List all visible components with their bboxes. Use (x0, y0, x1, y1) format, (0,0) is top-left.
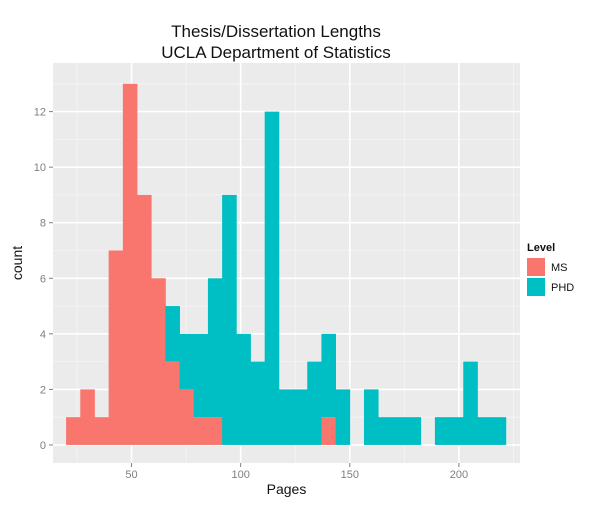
legend-key-ms (527, 258, 545, 276)
bar-ms (80, 389, 95, 445)
x-tick-label: 100 (231, 469, 249, 481)
y-tick-label: 10 (34, 162, 46, 174)
bar-phd (363, 389, 379, 445)
bar-ms (165, 361, 180, 445)
bar-phd (307, 361, 322, 445)
bar-ms (137, 194, 152, 445)
bar-phd (293, 389, 308, 445)
bar-ms (108, 250, 124, 445)
bar-phd (165, 306, 180, 362)
y-tick-label: 2 (40, 384, 46, 396)
y-tick-label: 0 (40, 440, 46, 452)
x-tick-label: 150 (341, 469, 359, 481)
bar-phd (236, 333, 251, 445)
legend: Level MS PHD (527, 242, 574, 296)
y-tick-label: 12 (34, 107, 46, 119)
legend-key-phd (527, 278, 545, 296)
bar-ms (321, 417, 337, 445)
x-axis: 50 100 150 200 (125, 463, 468, 481)
bar-phd (222, 194, 237, 445)
x-axis-label: Pages (267, 481, 307, 497)
histogram-bars (66, 83, 507, 445)
bar-phd (321, 333, 337, 418)
bar-phd (264, 111, 280, 445)
y-tick-label: 4 (40, 329, 46, 341)
chart-title-line-1: Thesis/Dissertation Lengths (171, 22, 381, 41)
bar-phd (179, 333, 195, 390)
bar-phd (477, 417, 493, 445)
legend-label-ms: MS (551, 262, 568, 274)
bar-ms (207, 417, 223, 445)
bar-phd (207, 278, 223, 418)
bar-ms (94, 417, 110, 445)
bar-phd (406, 417, 422, 445)
bar-phd (392, 417, 407, 445)
y-axis: 0 2 4 6 8 10 12 (34, 107, 53, 452)
x-tick-label: 200 (450, 469, 468, 481)
bar-phd (434, 417, 450, 445)
y-axis-label: count (9, 246, 25, 280)
bar-phd (335, 389, 351, 445)
bar-phd (491, 417, 507, 445)
bar-ms (179, 389, 195, 445)
chart-title-line-2: UCLA Department of Statistics (161, 43, 391, 62)
bar-phd (378, 417, 393, 445)
legend-label-phd: PHD (551, 282, 574, 294)
bar-phd (278, 389, 294, 445)
bar-phd (463, 361, 478, 445)
x-tick-label: 50 (125, 469, 137, 481)
bar-phd (449, 417, 464, 445)
bar-ms (66, 417, 81, 445)
y-tick-label: 8 (40, 218, 46, 230)
bar-phd (250, 361, 266, 445)
bar-ms (151, 278, 166, 445)
bar-ms (193, 417, 209, 445)
bar-phd (193, 333, 209, 418)
y-tick-label: 6 (40, 273, 46, 285)
bar-ms (122, 83, 138, 445)
legend-title: Level (527, 242, 555, 254)
